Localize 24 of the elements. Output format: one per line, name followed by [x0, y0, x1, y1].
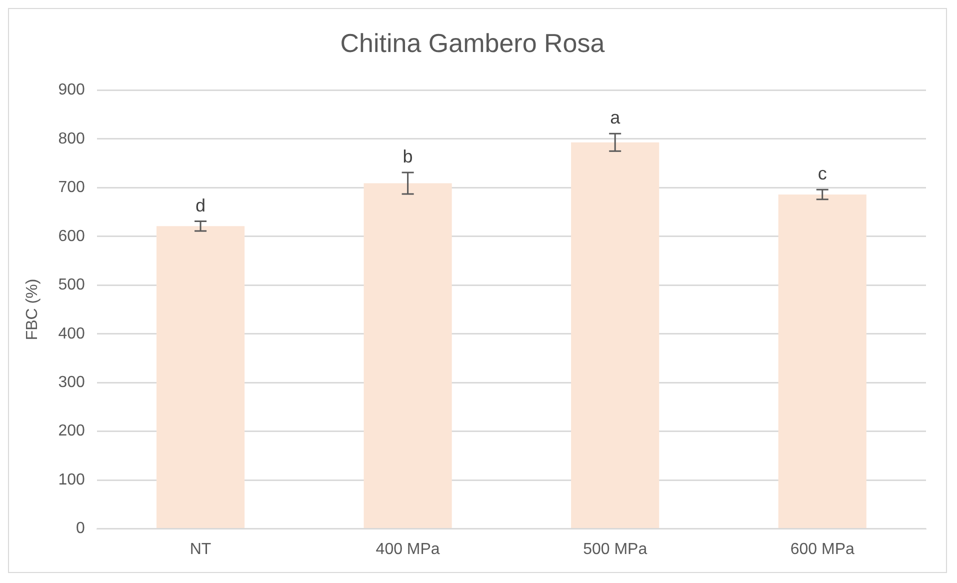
y-tick-label: 800	[58, 130, 85, 148]
annotation: d	[196, 195, 206, 216]
y-tick-label: 900	[58, 82, 85, 99]
chart-title: Chitina Gambero Rosa	[340, 28, 606, 58]
y-tick-label: 500	[58, 276, 85, 294]
x-tick-label: 400 MPa	[376, 540, 440, 558]
y-tick-label: 100	[58, 471, 85, 488]
y-axis-title: FBC (%)	[24, 278, 42, 340]
y-tick-label: 600	[58, 228, 85, 245]
y-tick-label: 700	[58, 179, 85, 196]
x-tick-label: NT	[190, 540, 212, 558]
bar	[778, 194, 866, 528]
x-tick-label: 500 MPa	[583, 540, 648, 558]
bar	[364, 183, 452, 528]
x-tick-label: 600 MPa	[790, 540, 854, 558]
bar	[571, 142, 660, 528]
y-tick-label: 0	[76, 520, 85, 538]
annotation: b	[402, 146, 413, 167]
y-tick-label: 200	[58, 422, 85, 440]
annotation: c	[818, 164, 827, 184]
bar	[156, 226, 245, 528]
annotation: a	[610, 108, 622, 128]
y-tick-label: 400	[58, 325, 85, 342]
y-tick-label: 300	[58, 374, 85, 392]
